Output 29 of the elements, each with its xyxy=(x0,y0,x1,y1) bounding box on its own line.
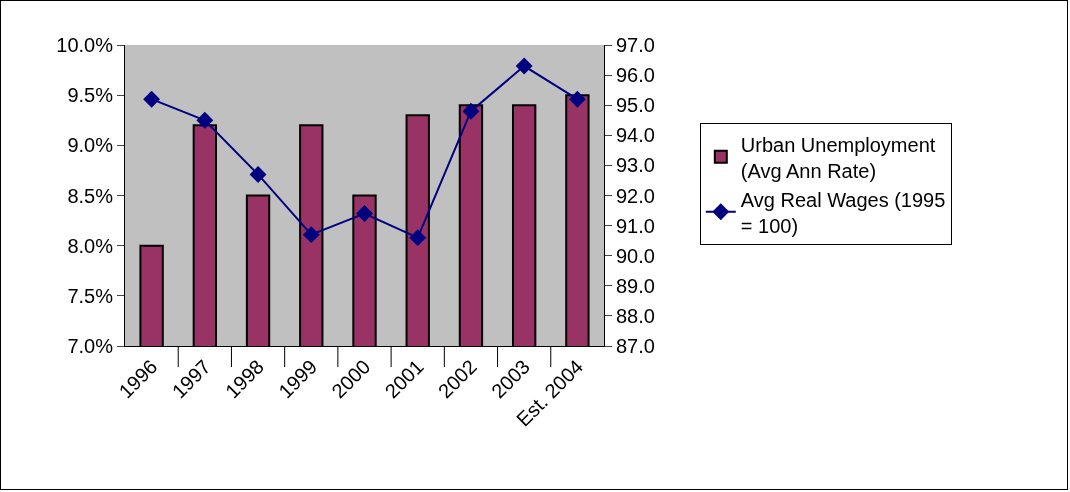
y-tick-label: 7.5% xyxy=(67,284,114,307)
y2-tick-label: 95.0 xyxy=(616,94,655,117)
legend-label: Avg Real Wages (1995 = 100) xyxy=(740,188,946,237)
y-tick-label: 8.0% xyxy=(67,234,114,257)
point xyxy=(302,226,320,244)
y2-tick-label: 92.0 xyxy=(616,184,655,207)
point xyxy=(196,111,214,129)
point xyxy=(143,90,161,108)
y2-tick-label: 90.0 xyxy=(616,244,655,267)
y-tick-label: 9.0% xyxy=(67,134,114,157)
point xyxy=(568,90,586,108)
y2-tick-label: 88.0 xyxy=(616,304,655,327)
y-tick-label: 7.0% xyxy=(67,335,114,357)
y2-tick-label: 94.0 xyxy=(616,124,655,147)
y-tick-label: 10.0% xyxy=(56,34,114,56)
y2-tick-label: 93.0 xyxy=(616,154,655,177)
y2-tick-label: 96.0 xyxy=(616,64,655,87)
point xyxy=(409,229,427,247)
y-tick-label: 8.5% xyxy=(67,184,114,207)
point xyxy=(356,205,373,223)
point xyxy=(515,57,533,75)
legend-label: Urban Unemployment (Avg Ann Rate) xyxy=(740,133,936,182)
y2-tick-label: 87.0 xyxy=(616,335,655,357)
point xyxy=(462,102,480,120)
y2-tick-label: 91.0 xyxy=(616,214,655,237)
y2-tick-label: 97.0 xyxy=(616,34,655,56)
point xyxy=(249,165,267,183)
y2-tick-label: 89.0 xyxy=(616,274,655,297)
y-tick-label: 9.5% xyxy=(67,84,114,107)
